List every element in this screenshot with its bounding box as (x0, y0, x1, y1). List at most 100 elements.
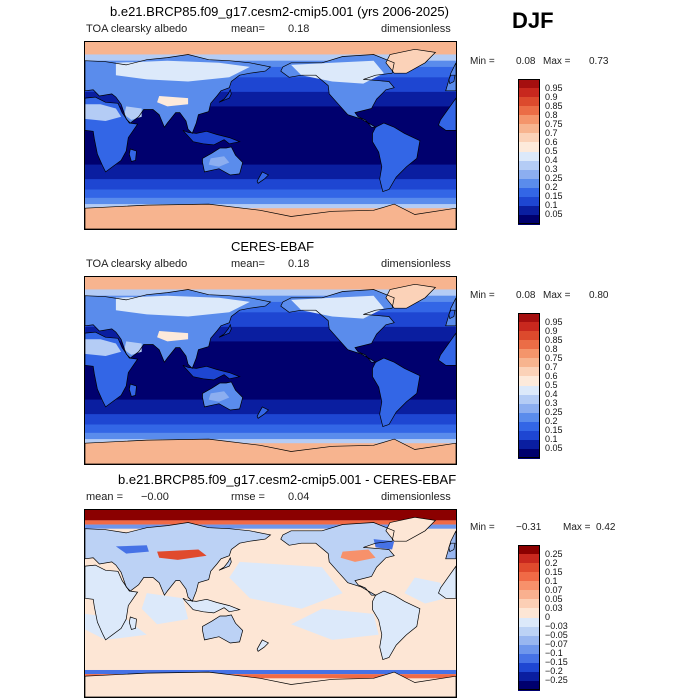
coastline-africa (85, 96, 139, 173)
colorbar-swatch (518, 412, 540, 423)
colorbar-swatch (518, 160, 540, 171)
colorbar-swatch (518, 644, 540, 655)
colorbar-swatch (518, 196, 540, 207)
land-japan (219, 324, 232, 338)
diff-blue-europe (115, 545, 149, 554)
coastline-africa (85, 331, 139, 408)
colorbar-swatch (518, 313, 540, 323)
coastline-europeW (445, 530, 456, 560)
coastline-madagascar (128, 383, 137, 397)
diff-land-antarctica (85, 672, 456, 697)
panel-2-mean-label: mean= (231, 258, 265, 270)
panel-3-mean-label: mean = (86, 491, 123, 503)
coastline-samerica (372, 590, 421, 661)
colorbar-tick-label: −0.2 (545, 666, 563, 677)
panel-2-min-value: 0.08 (516, 290, 536, 301)
land-africaW (438, 98, 456, 131)
albedo-band (85, 277, 456, 290)
colorbar-swatch (518, 439, 540, 450)
colorbar-swatch (518, 178, 540, 189)
diff-subarctic-band (85, 524, 456, 529)
colorbar-swatch (518, 563, 540, 573)
snow-tibet (157, 331, 189, 342)
colorbar-swatch (518, 358, 540, 368)
colorbar-swatch (518, 626, 540, 637)
diff-land-greenland (385, 517, 436, 542)
diff-blue-patch (404, 577, 446, 604)
land-greenland (385, 49, 436, 74)
panel-2-map (84, 276, 457, 465)
land-nz (257, 406, 269, 419)
panel-3-min-value: −0.31 (516, 522, 542, 533)
coastline-africaW (438, 332, 456, 366)
colorbar-swatch (518, 554, 540, 564)
colorbar-tick-label: 0.5 (545, 146, 558, 156)
coastline-uk (448, 74, 456, 85)
colorbar-tick-label: 0.05 (545, 209, 563, 220)
colorbar-tick-label: −0.1 (545, 648, 563, 659)
panel-3-mean-value: −0.00 (141, 491, 169, 503)
albedo-band (85, 66, 456, 78)
colorbar-tick-label: −0.07 (545, 639, 568, 650)
colorbar-tick-label: 0.15 (545, 425, 563, 436)
colorbar-tick-label: 0.1 (545, 200, 558, 211)
coastline-australia (202, 614, 244, 644)
coastline-africaW (438, 565, 456, 599)
diff-blue-patch (229, 561, 343, 609)
snow-canada (291, 295, 384, 319)
land-antarctica (85, 204, 456, 229)
albedo-band (85, 42, 456, 55)
colorbar-swatch (518, 106, 540, 116)
albedo-band (85, 399, 456, 415)
diff-land-madagascar (129, 617, 137, 630)
colorbar-swatch (518, 394, 540, 405)
colorbar-tick-label: 0.95 (545, 316, 563, 327)
panel-1-colorbar: 0.95 0.9 0.85 0.8 0.75 0.7 0.6 0.5 0.4 0.3 0.25 0.2… (518, 79, 578, 225)
diff-land-japan (219, 557, 232, 571)
diff-arctic-band-2 (85, 520, 456, 525)
panel-1-max-label: Max = (543, 56, 571, 67)
panel-3-map-svg (85, 510, 456, 697)
colorbar-tick-label: 0.4 (545, 389, 558, 400)
albedo-band (85, 439, 456, 444)
coastline-australia (202, 146, 244, 176)
desert-arabia (124, 106, 142, 120)
colorbar-tick-label: 0.9 (545, 91, 558, 102)
colorbar-swatch (518, 79, 540, 89)
coastline-nz (256, 171, 269, 184)
colorbar-swatch (518, 617, 540, 628)
colorbar-swatch (518, 608, 540, 618)
albedo-band (85, 179, 456, 191)
colorbar-swatch (518, 331, 540, 341)
coastline-africa (85, 564, 139, 641)
colorbar-swatch (518, 448, 540, 459)
colorbar-swatch (518, 169, 540, 180)
land-samerica (372, 358, 420, 427)
colorbar-tick-label: 0.15 (545, 566, 563, 577)
panel-1-mean-value: 0.18 (288, 23, 310, 35)
panel-2-variable-label: TOA clearsky albedo (86, 258, 188, 270)
panel-3-rmse-value: 0.04 (288, 491, 310, 503)
colorbar-swatch (518, 590, 540, 600)
panel-1-max-value: 0.73 (589, 56, 609, 67)
colorbar-tick-label: 0.8 (545, 109, 558, 120)
coastline-antarctica (85, 203, 456, 229)
desert-australia (208, 156, 230, 167)
desert-sahara (85, 104, 122, 121)
panel-1-variable-label: TOA clearsky albedo (86, 23, 188, 35)
diff-antarctic-band (85, 669, 456, 675)
colorbar-tick-label: 0.7 (545, 127, 558, 138)
land-greenland (385, 284, 436, 309)
panel-1-units: dimensionless (381, 23, 451, 35)
colorbar-swatch (518, 545, 540, 555)
colorbar-swatch (518, 653, 540, 664)
colorbar-swatch (518, 133, 540, 143)
snow-tibet (157, 96, 189, 107)
coastline-australia (202, 381, 244, 411)
colorbar-swatch (518, 430, 540, 441)
colorbar-swatch (518, 97, 540, 107)
coastline-madagascar (128, 616, 137, 630)
colorbar-tick-label: 0.95 (545, 82, 563, 93)
coastline-japan (218, 88, 232, 103)
coastline-africaW (438, 97, 456, 131)
